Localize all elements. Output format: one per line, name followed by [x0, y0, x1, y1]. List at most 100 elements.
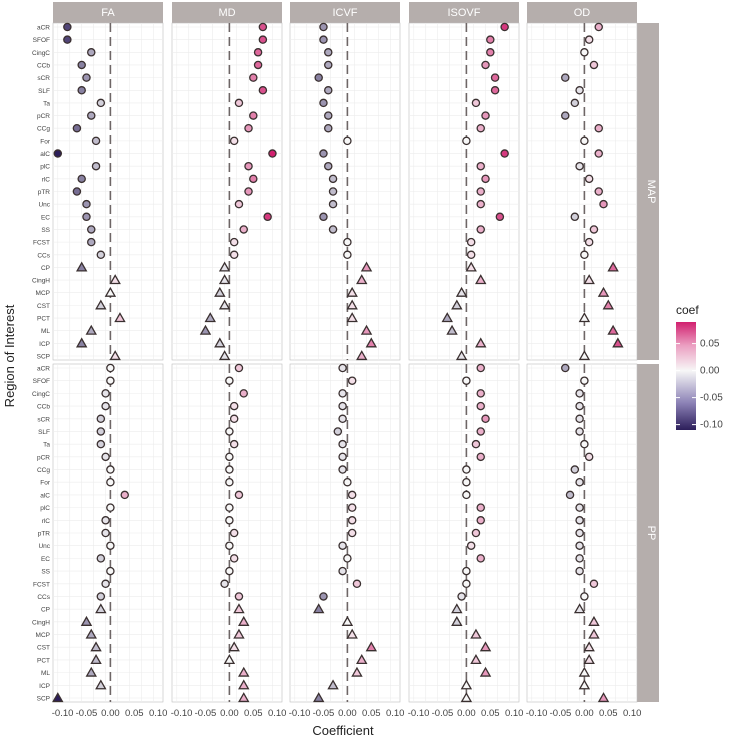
column-facet-label: OD: [574, 7, 591, 19]
data-point-circle: [338, 401, 347, 411]
data-point-circle: [96, 554, 106, 563]
data-point-circle: [338, 414, 347, 424]
y-tick-label: CCs: [37, 594, 50, 601]
data-point-circle: [225, 452, 234, 462]
data-point-circle: [575, 554, 584, 563]
data-point-circle: [229, 237, 239, 247]
data-point-circle: [249, 73, 258, 82]
x-tick-label: 0.10: [149, 708, 168, 719]
y-tick-label: SFOF: [33, 378, 50, 385]
data-point-circle: [594, 123, 603, 133]
data-point-circle: [500, 149, 509, 158]
data-point-triangle: [578, 666, 591, 677]
data-point-circle: [343, 250, 352, 260]
data-point-circle: [575, 566, 584, 576]
data-point-circle: [575, 86, 584, 95]
data-point-circle: [96, 592, 106, 601]
data-point-triangle: [583, 654, 595, 665]
data-point-circle: [589, 60, 599, 70]
row-facet-label: PP: [645, 526, 657, 541]
data-point-circle: [249, 174, 258, 184]
coef-legend: coef 0.05 0.00 -0.05 -0.10: [676, 303, 723, 431]
y-tick-label: SFOF: [33, 37, 50, 44]
data-point-triangle: [233, 628, 245, 639]
y-tick-label: alC: [40, 492, 50, 499]
data-point-circle: [471, 528, 481, 538]
x-tick-label: 0.00: [338, 708, 357, 719]
data-point-circle: [338, 541, 347, 550]
data-point-triangle: [455, 350, 468, 361]
data-point-circle: [77, 174, 86, 184]
data-point-circle: [324, 161, 333, 171]
y-tick-label: plC: [40, 505, 50, 512]
data-point-circle: [258, 22, 268, 32]
y-tick-label: pCR: [37, 454, 50, 461]
y-tick-label: CST: [37, 645, 50, 652]
data-point-triangle: [578, 679, 591, 690]
y-tick-label: For: [40, 138, 51, 145]
data-point-circle: [234, 363, 244, 373]
x-tick-label: 0.00: [457, 708, 476, 719]
data-point-circle: [490, 86, 500, 95]
data-point-triangle: [460, 692, 473, 703]
data-point-triangle: [85, 666, 97, 677]
data-point-circle: [96, 98, 106, 108]
y-tick-label: EC: [41, 214, 50, 221]
data-point-circle: [239, 389, 248, 398]
data-point-triangle: [451, 615, 463, 626]
data-point-triangle: [238, 692, 250, 703]
y-tick-label: sCR: [37, 75, 50, 82]
data-point-circle: [476, 516, 485, 525]
data-point-circle: [462, 566, 471, 576]
legend-label: 0.00: [700, 366, 720, 377]
data-point-triangle: [238, 666, 250, 677]
data-point-circle: [253, 48, 263, 57]
data-point-circle: [77, 60, 86, 70]
data-point-circle: [244, 187, 253, 196]
y-tick-label: SCP: [37, 696, 50, 703]
y-tick-label: pTR: [38, 531, 51, 538]
y-tick-label: pTR: [38, 189, 51, 196]
data-point-circle: [324, 60, 333, 70]
data-point-circle: [101, 579, 110, 589]
data-point-circle: [471, 98, 481, 108]
x-tick-label: 0.00: [101, 708, 120, 719]
data-point-circle: [234, 199, 244, 209]
data-point-circle: [457, 592, 466, 601]
x-tick-label: -0.05: [195, 708, 217, 719]
data-point-circle: [594, 22, 603, 32]
data-point-circle: [481, 111, 490, 120]
data-point-triangle: [223, 654, 236, 665]
data-point-triangle: [80, 615, 93, 626]
data-point-circle: [263, 212, 272, 222]
data-point-circle: [594, 187, 603, 196]
data-point-circle: [106, 541, 115, 550]
column-facet-label: MD: [218, 7, 235, 19]
data-point-circle: [338, 465, 347, 474]
column-facet-label: FA: [101, 7, 115, 19]
data-point-circle: [324, 86, 333, 95]
y-tick-label: sCR: [37, 416, 50, 423]
y-tick-label: PCT: [37, 657, 50, 664]
data-point-circle: [101, 389, 110, 398]
data-point-triangle: [346, 299, 358, 310]
data-point-circle: [462, 477, 471, 487]
data-point-circle: [328, 174, 338, 184]
data-point-triangle: [588, 615, 600, 626]
data-point-circle: [106, 566, 115, 576]
data-point-circle: [575, 503, 584, 512]
data-point-triangle: [341, 615, 354, 626]
data-point-circle: [268, 149, 277, 158]
row-facet-strip: [637, 23, 659, 360]
data-point-circle: [229, 528, 239, 538]
data-point-circle: [584, 174, 594, 184]
data-point-circle: [580, 250, 589, 260]
data-point-circle: [249, 111, 258, 120]
y-tick-label: SLF: [38, 88, 50, 95]
data-point-circle: [338, 389, 347, 398]
data-point-triangle: [85, 324, 97, 335]
row-facet-label: MAP: [645, 180, 657, 204]
data-point-circle: [471, 439, 481, 449]
data-point-circle: [324, 123, 333, 133]
